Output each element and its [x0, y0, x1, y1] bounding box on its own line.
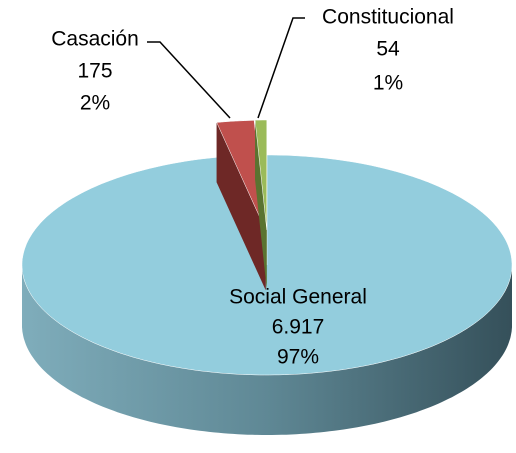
value-label: 54 [376, 38, 400, 61]
slice-label: Social General [229, 286, 367, 309]
leader-line [147, 41, 231, 119]
percent-label: 1% [373, 72, 403, 95]
slice [216, 120, 266, 231]
leader-line [257, 17, 305, 119]
percent-label: 97% [277, 346, 319, 369]
slice-side [22, 265, 512, 435]
pie [21, 119, 513, 435]
value-label: 6.917 [272, 316, 325, 339]
slice-label: Casación [51, 28, 139, 51]
value-label: 175 [77, 60, 112, 83]
percent-label: 2% [80, 92, 110, 115]
slice [21, 154, 513, 376]
slice-label: Constitucional [322, 6, 454, 29]
slice [254, 119, 268, 231]
